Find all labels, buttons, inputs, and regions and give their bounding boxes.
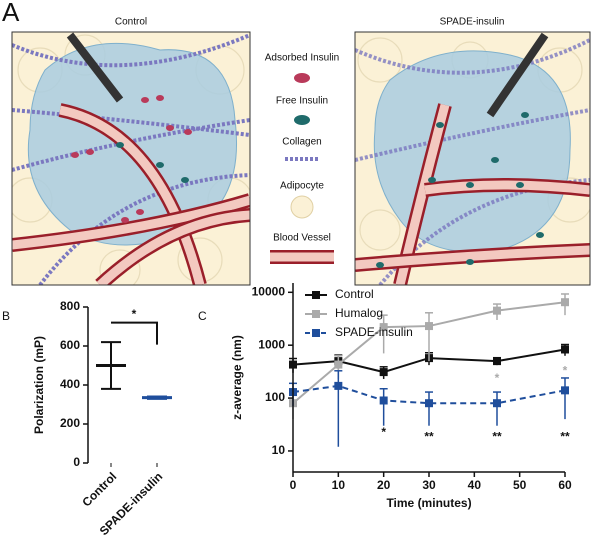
spade-scene <box>355 32 590 285</box>
series-line <box>292 348 566 374</box>
legend-label: Adipocyte <box>280 181 324 192</box>
scene-title: SPADE-insulin <box>440 17 505 28</box>
annotation: * <box>132 307 137 321</box>
annotation: ** <box>424 430 434 444</box>
x-tick-label: 40 <box>468 478 482 492</box>
y-tick-label: 200 <box>60 416 80 430</box>
legend-label: Collagen <box>282 137 321 148</box>
scene-frame <box>11 31 251 286</box>
significance-bracket <box>111 321 158 345</box>
marker <box>379 323 388 332</box>
y-tick-label: 0 <box>73 455 80 469</box>
marker <box>379 368 388 377</box>
marker <box>379 396 388 405</box>
legend-marker <box>312 329 320 337</box>
legend-icon <box>290 195 314 219</box>
legend-label: Humalog <box>335 306 383 320</box>
marker <box>425 322 433 331</box>
y-tick-label: 800 <box>60 299 80 313</box>
y-tick-label: 600 <box>60 338 80 352</box>
y-axis-label: Polarization (mP) <box>32 336 46 434</box>
x-tick-label: Control <box>79 469 119 509</box>
marker <box>334 360 343 369</box>
x-axis-label: Time (minutes) <box>386 496 471 510</box>
marker <box>493 306 501 315</box>
annotation: * <box>563 364 568 378</box>
y-tick-label: 10000 <box>252 284 286 298</box>
marker <box>334 381 343 390</box>
marker <box>561 386 569 395</box>
y-tick-label: 100 <box>265 390 285 404</box>
scene-frame <box>354 31 591 286</box>
scene-title: Control <box>115 17 147 28</box>
marker <box>493 357 501 366</box>
control-scene <box>12 32 250 285</box>
legend-label: SPADE-insulin <box>335 325 413 339</box>
y-tick-label: 10 <box>272 443 286 457</box>
x-tick-label: 10 <box>332 478 346 492</box>
annotation: ** <box>560 430 570 444</box>
panel-label: C <box>198 309 207 323</box>
x-tick-label: 20 <box>377 478 391 492</box>
series-line <box>292 301 566 404</box>
legend-label: Free Insulin <box>276 96 328 107</box>
legend-label: Blood Vessel <box>273 233 331 244</box>
panel-label: B <box>2 309 10 323</box>
marker <box>561 298 569 307</box>
annotation: * <box>381 425 386 439</box>
x-tick-label: 50 <box>513 478 527 492</box>
x-tick-label: 60 <box>558 478 572 492</box>
marker <box>493 399 501 408</box>
legend-marker <box>312 291 320 299</box>
annotation: ** <box>492 430 502 444</box>
legend-label: Adsorbed Insulin <box>265 53 340 64</box>
legend-icon <box>294 115 310 125</box>
y-axis-label: z-average (nm) <box>230 335 244 420</box>
legend-marker <box>312 310 320 318</box>
annotation: * <box>495 371 500 385</box>
x-tick-label: 0 <box>290 478 297 492</box>
marker <box>425 399 433 408</box>
marker <box>561 345 569 354</box>
x-tick-label: 30 <box>422 478 436 492</box>
y-tick-label: 400 <box>60 377 80 391</box>
y-tick-label: 1000 <box>258 337 285 351</box>
panel-label: A <box>2 0 20 27</box>
legend-label: Control <box>335 287 374 301</box>
legend-icon <box>294 73 310 83</box>
